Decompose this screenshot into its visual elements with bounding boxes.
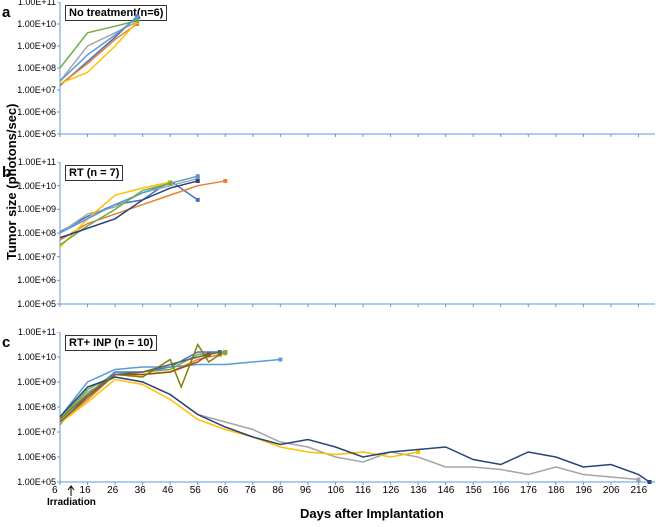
series-line bbox=[60, 377, 649, 482]
series-line bbox=[60, 352, 225, 425]
series-line bbox=[60, 377, 638, 480]
chart-svg bbox=[0, 162, 669, 322]
series-line bbox=[60, 176, 198, 233]
series-line bbox=[60, 181, 198, 232]
chart-svg bbox=[0, 332, 669, 500]
panel-a: aNo treatment(n=6)1.00E+051.00E+061.00E+… bbox=[0, 2, 669, 152]
tumor-growth-figure: { "axis":{ "xlabel":"Days after Implanta… bbox=[0, 0, 669, 527]
panel-c: cRT+ INP (n = 10)1.00E+051.00E+061.00E+0… bbox=[0, 332, 669, 500]
series-line bbox=[60, 380, 418, 458]
series-line bbox=[60, 181, 198, 238]
series-line bbox=[60, 17, 137, 81]
chart-svg bbox=[0, 2, 669, 152]
x-axis-label: Days after Implantation bbox=[300, 506, 444, 521]
series-line bbox=[60, 353, 225, 422]
panel-b: bRT (n = 7)1.00E+051.00E+061.00E+071.00E… bbox=[0, 162, 669, 322]
